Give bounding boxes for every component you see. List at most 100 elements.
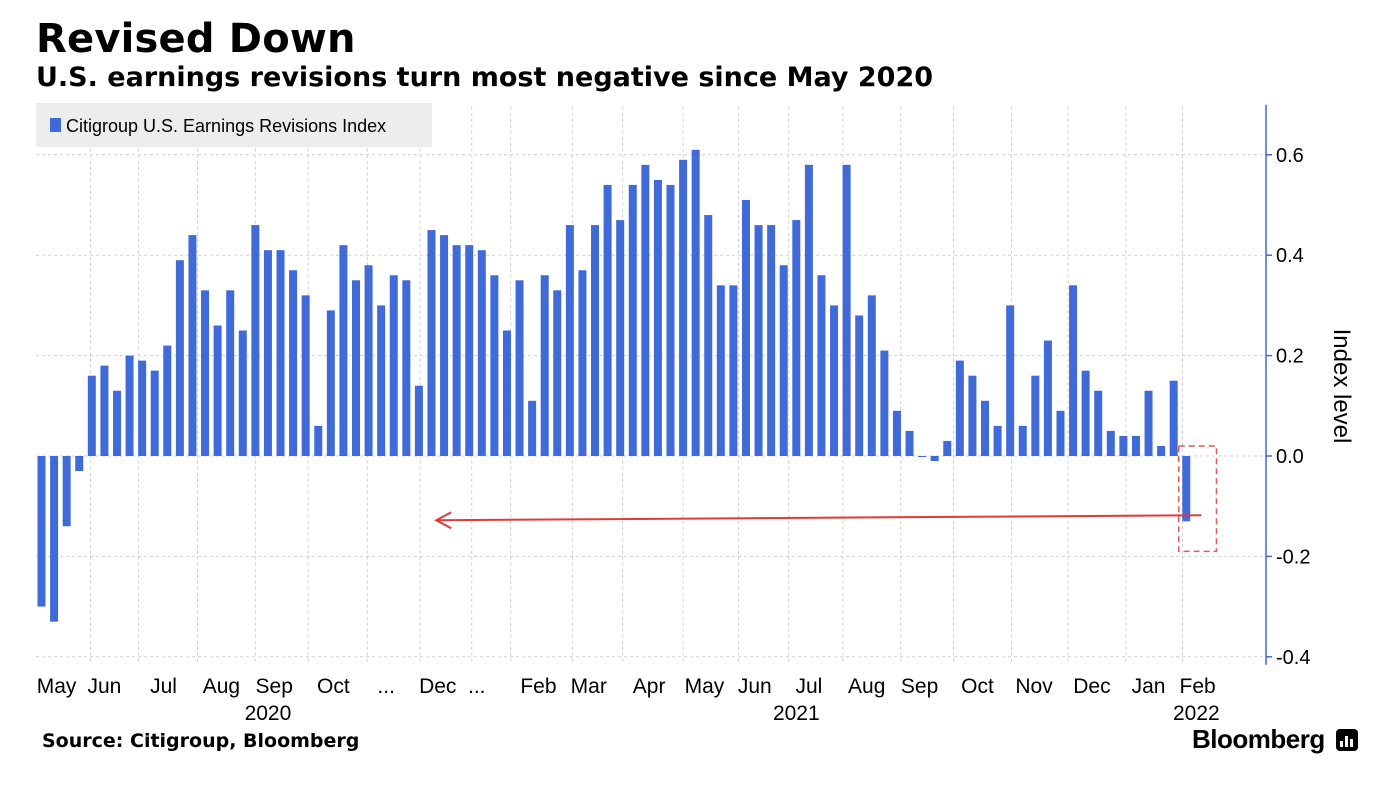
bar	[263, 250, 272, 456]
x-tick-label: Dec	[419, 675, 456, 698]
bar	[339, 245, 348, 456]
annotation-arrow-line	[437, 514, 1202, 522]
bar	[528, 400, 537, 456]
x-tick-label: Oct	[317, 675, 350, 698]
bar	[326, 310, 335, 456]
x-tick-label: Oct	[961, 675, 994, 698]
x-tick-label: Sep	[901, 675, 938, 698]
bar	[427, 230, 436, 456]
x-tick-label: Nov	[1015, 675, 1053, 698]
y-tick-label: -0.2	[1276, 546, 1310, 568]
bar	[792, 220, 801, 456]
bar	[918, 456, 927, 457]
legend-background	[36, 103, 432, 147]
bar	[603, 184, 612, 457]
bar	[578, 270, 587, 456]
bar	[238, 330, 247, 456]
annotation-arrow-head	[434, 511, 452, 530]
bar	[402, 280, 411, 456]
bar	[62, 456, 71, 527]
bar	[138, 360, 147, 456]
x-tick-label: May	[685, 675, 725, 698]
bar	[75, 456, 84, 472]
bloomberg-terminal-icon	[1336, 729, 1358, 751]
bar	[1081, 370, 1090, 456]
bar	[628, 184, 637, 457]
bar	[125, 355, 134, 456]
x-tick-label: Apr	[633, 675, 666, 698]
bar	[1018, 425, 1027, 456]
bar	[591, 225, 600, 456]
bar	[490, 275, 499, 456]
bar	[201, 290, 210, 456]
bar	[502, 330, 511, 456]
bar	[37, 456, 46, 607]
bar	[804, 164, 813, 456]
bar	[163, 345, 172, 456]
bar	[377, 305, 386, 456]
bar	[892, 410, 901, 456]
bar	[1144, 390, 1153, 456]
bar	[226, 290, 235, 456]
y-tick-label: 0.2	[1276, 346, 1304, 368]
x-axis-labels: May Jun Jul Aug Sep Oct... Dec... Feb Mar Apr May J…	[37, 675, 1220, 725]
x-tick-label: May	[37, 675, 77, 698]
legend: Citigroup U.S. Earnings Revisions Index	[36, 103, 432, 147]
bar	[1056, 410, 1065, 456]
bar	[754, 225, 763, 456]
bar	[1169, 380, 1178, 456]
x-tick-label: ...	[468, 675, 486, 698]
bar	[666, 184, 675, 457]
bar	[477, 250, 486, 456]
bar	[1131, 435, 1140, 456]
bar	[830, 305, 839, 456]
legend-swatch	[50, 118, 61, 132]
bar	[565, 225, 574, 456]
bar	[289, 270, 298, 456]
legend-label: Citigroup U.S. Earnings Revisions Index	[66, 116, 386, 136]
y-tick-label: 0.0	[1276, 446, 1304, 468]
bar	[729, 285, 738, 456]
x-year-label: 2021	[773, 702, 820, 725]
x-tick-label: Feb	[1180, 675, 1216, 698]
x-tick-label: Feb	[520, 675, 556, 698]
bar	[993, 425, 1002, 456]
y-tick-label: -0.4	[1276, 647, 1310, 669]
bar	[175, 260, 184, 456]
bar	[276, 250, 285, 456]
x-tick-label: Jul	[795, 675, 822, 698]
bar	[314, 425, 323, 456]
bar	[1043, 340, 1052, 456]
bar	[553, 290, 562, 456]
x-tick-label: ...	[377, 675, 395, 698]
x-year-label: 2020	[245, 702, 292, 725]
bar	[817, 275, 826, 456]
annotation-highlight-box	[1177, 445, 1218, 553]
x-tick-label: Dec	[1073, 675, 1110, 698]
bar	[465, 245, 474, 456]
bar	[867, 295, 876, 456]
bar	[213, 325, 222, 456]
chart-subtitle: U.S. earnings revisions turn most negati…	[36, 62, 934, 93]
bar	[440, 235, 449, 456]
bar	[880, 350, 889, 456]
x-year-label: 2022	[1173, 702, 1220, 725]
bar	[389, 275, 398, 456]
bar	[50, 456, 59, 622]
x-tick-label: Jul	[150, 675, 177, 698]
y-tick-label: 0.6	[1276, 145, 1304, 167]
x-tick-label: Jan	[1132, 675, 1166, 698]
bar	[779, 265, 788, 456]
bar	[767, 225, 776, 456]
bar	[1106, 430, 1115, 456]
bar	[855, 315, 864, 456]
y-axis: 0.6 0.4 0.2 0.0 -0.2 -0.4	[1265, 104, 1310, 669]
bar	[1006, 305, 1015, 456]
bar	[112, 390, 121, 456]
bar	[1157, 445, 1166, 456]
y-tick-label: 0.4	[1276, 245, 1304, 267]
bar	[704, 215, 713, 456]
bar	[540, 275, 549, 456]
x-tick-label: Sep	[256, 675, 293, 698]
